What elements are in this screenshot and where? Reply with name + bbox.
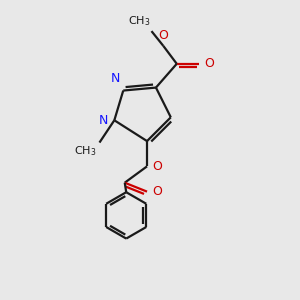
Text: CH$_3$: CH$_3$ [74, 144, 97, 158]
Text: O: O [152, 185, 162, 198]
Text: O: O [158, 28, 168, 41]
Text: N: N [98, 114, 108, 127]
Text: N: N [111, 72, 120, 85]
Text: CH$_3$: CH$_3$ [128, 14, 150, 28]
Text: O: O [152, 160, 162, 173]
Text: O: O [204, 57, 214, 70]
